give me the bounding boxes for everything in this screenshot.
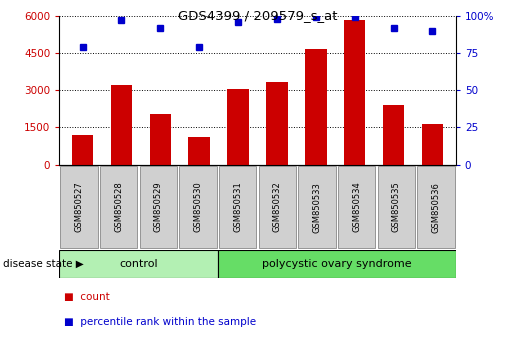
Bar xyxy=(259,166,296,248)
Bar xyxy=(150,114,171,165)
Bar xyxy=(219,166,256,248)
Text: GSM850527: GSM850527 xyxy=(75,182,83,233)
Text: GSM850530: GSM850530 xyxy=(194,182,202,233)
Bar xyxy=(298,166,336,248)
Text: GSM850529: GSM850529 xyxy=(154,182,163,233)
Bar xyxy=(188,137,210,165)
Text: ■  percentile rank within the sample: ■ percentile rank within the sample xyxy=(64,317,256,327)
Bar xyxy=(344,20,365,165)
Text: control: control xyxy=(119,259,158,269)
Bar xyxy=(377,166,415,248)
Text: GSM850534: GSM850534 xyxy=(352,182,361,233)
Bar xyxy=(338,166,375,248)
Bar xyxy=(266,81,288,165)
Text: GDS4399 / 209579_s_at: GDS4399 / 209579_s_at xyxy=(178,9,337,22)
Text: polycystic ovary syndrome: polycystic ovary syndrome xyxy=(262,259,411,269)
Bar xyxy=(305,49,327,165)
Text: ■  count: ■ count xyxy=(64,292,110,302)
Bar xyxy=(227,89,249,165)
Text: disease state ▶: disease state ▶ xyxy=(3,259,83,269)
Bar xyxy=(218,250,456,278)
Text: GSM850531: GSM850531 xyxy=(233,182,242,233)
Text: GSM850532: GSM850532 xyxy=(273,182,282,233)
Bar xyxy=(140,166,177,248)
Bar xyxy=(59,250,218,278)
Bar xyxy=(422,124,443,165)
Text: GSM850535: GSM850535 xyxy=(392,182,401,233)
Bar xyxy=(383,105,404,165)
Bar xyxy=(60,166,98,248)
Bar xyxy=(179,166,217,248)
Bar xyxy=(72,135,93,165)
Bar xyxy=(111,85,132,165)
Bar xyxy=(100,166,138,248)
Text: GSM850533: GSM850533 xyxy=(313,182,321,233)
Text: GSM850528: GSM850528 xyxy=(114,182,123,233)
Bar xyxy=(417,166,455,248)
Text: GSM850536: GSM850536 xyxy=(432,182,440,233)
